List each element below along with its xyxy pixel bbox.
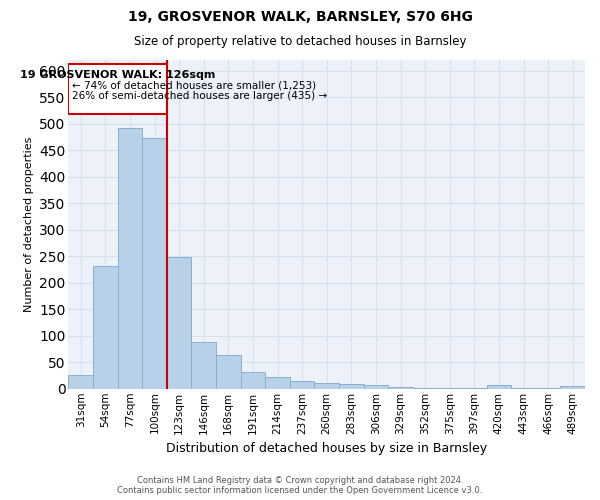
Bar: [536, 388, 560, 389]
Bar: [241, 372, 265, 389]
Bar: [265, 376, 290, 389]
Bar: [388, 386, 413, 389]
Bar: [437, 388, 462, 389]
Text: 26% of semi-detached houses are larger (435) →: 26% of semi-detached houses are larger (…: [72, 91, 327, 101]
Bar: [216, 356, 241, 389]
Bar: [118, 128, 142, 389]
Text: 19, GROSVENOR WALK, BARNSLEY, S70 6HG: 19, GROSVENOR WALK, BARNSLEY, S70 6HG: [128, 10, 472, 24]
Bar: [142, 138, 167, 389]
Text: ← 74% of detached houses are smaller (1,253): ← 74% of detached houses are smaller (1,…: [72, 80, 316, 90]
Bar: [167, 256, 191, 389]
X-axis label: Distribution of detached houses by size in Barnsley: Distribution of detached houses by size …: [166, 442, 487, 455]
Bar: [314, 383, 339, 389]
Bar: [364, 385, 388, 389]
Text: Contains HM Land Registry data © Crown copyright and database right 2024.
Contai: Contains HM Land Registry data © Crown c…: [118, 476, 482, 495]
Bar: [93, 266, 118, 389]
Y-axis label: Number of detached properties: Number of detached properties: [23, 136, 34, 312]
Text: Size of property relative to detached houses in Barnsley: Size of property relative to detached ho…: [134, 35, 466, 48]
Bar: [560, 386, 585, 389]
Bar: [487, 385, 511, 389]
Bar: [511, 388, 536, 389]
Bar: [68, 375, 93, 389]
Bar: [413, 388, 437, 389]
Bar: [68, 64, 167, 114]
Bar: [462, 388, 487, 389]
Bar: [339, 384, 364, 389]
Text: 19 GROSVENOR WALK: 126sqm: 19 GROSVENOR WALK: 126sqm: [20, 70, 215, 80]
Bar: [191, 342, 216, 389]
Bar: [290, 382, 314, 389]
